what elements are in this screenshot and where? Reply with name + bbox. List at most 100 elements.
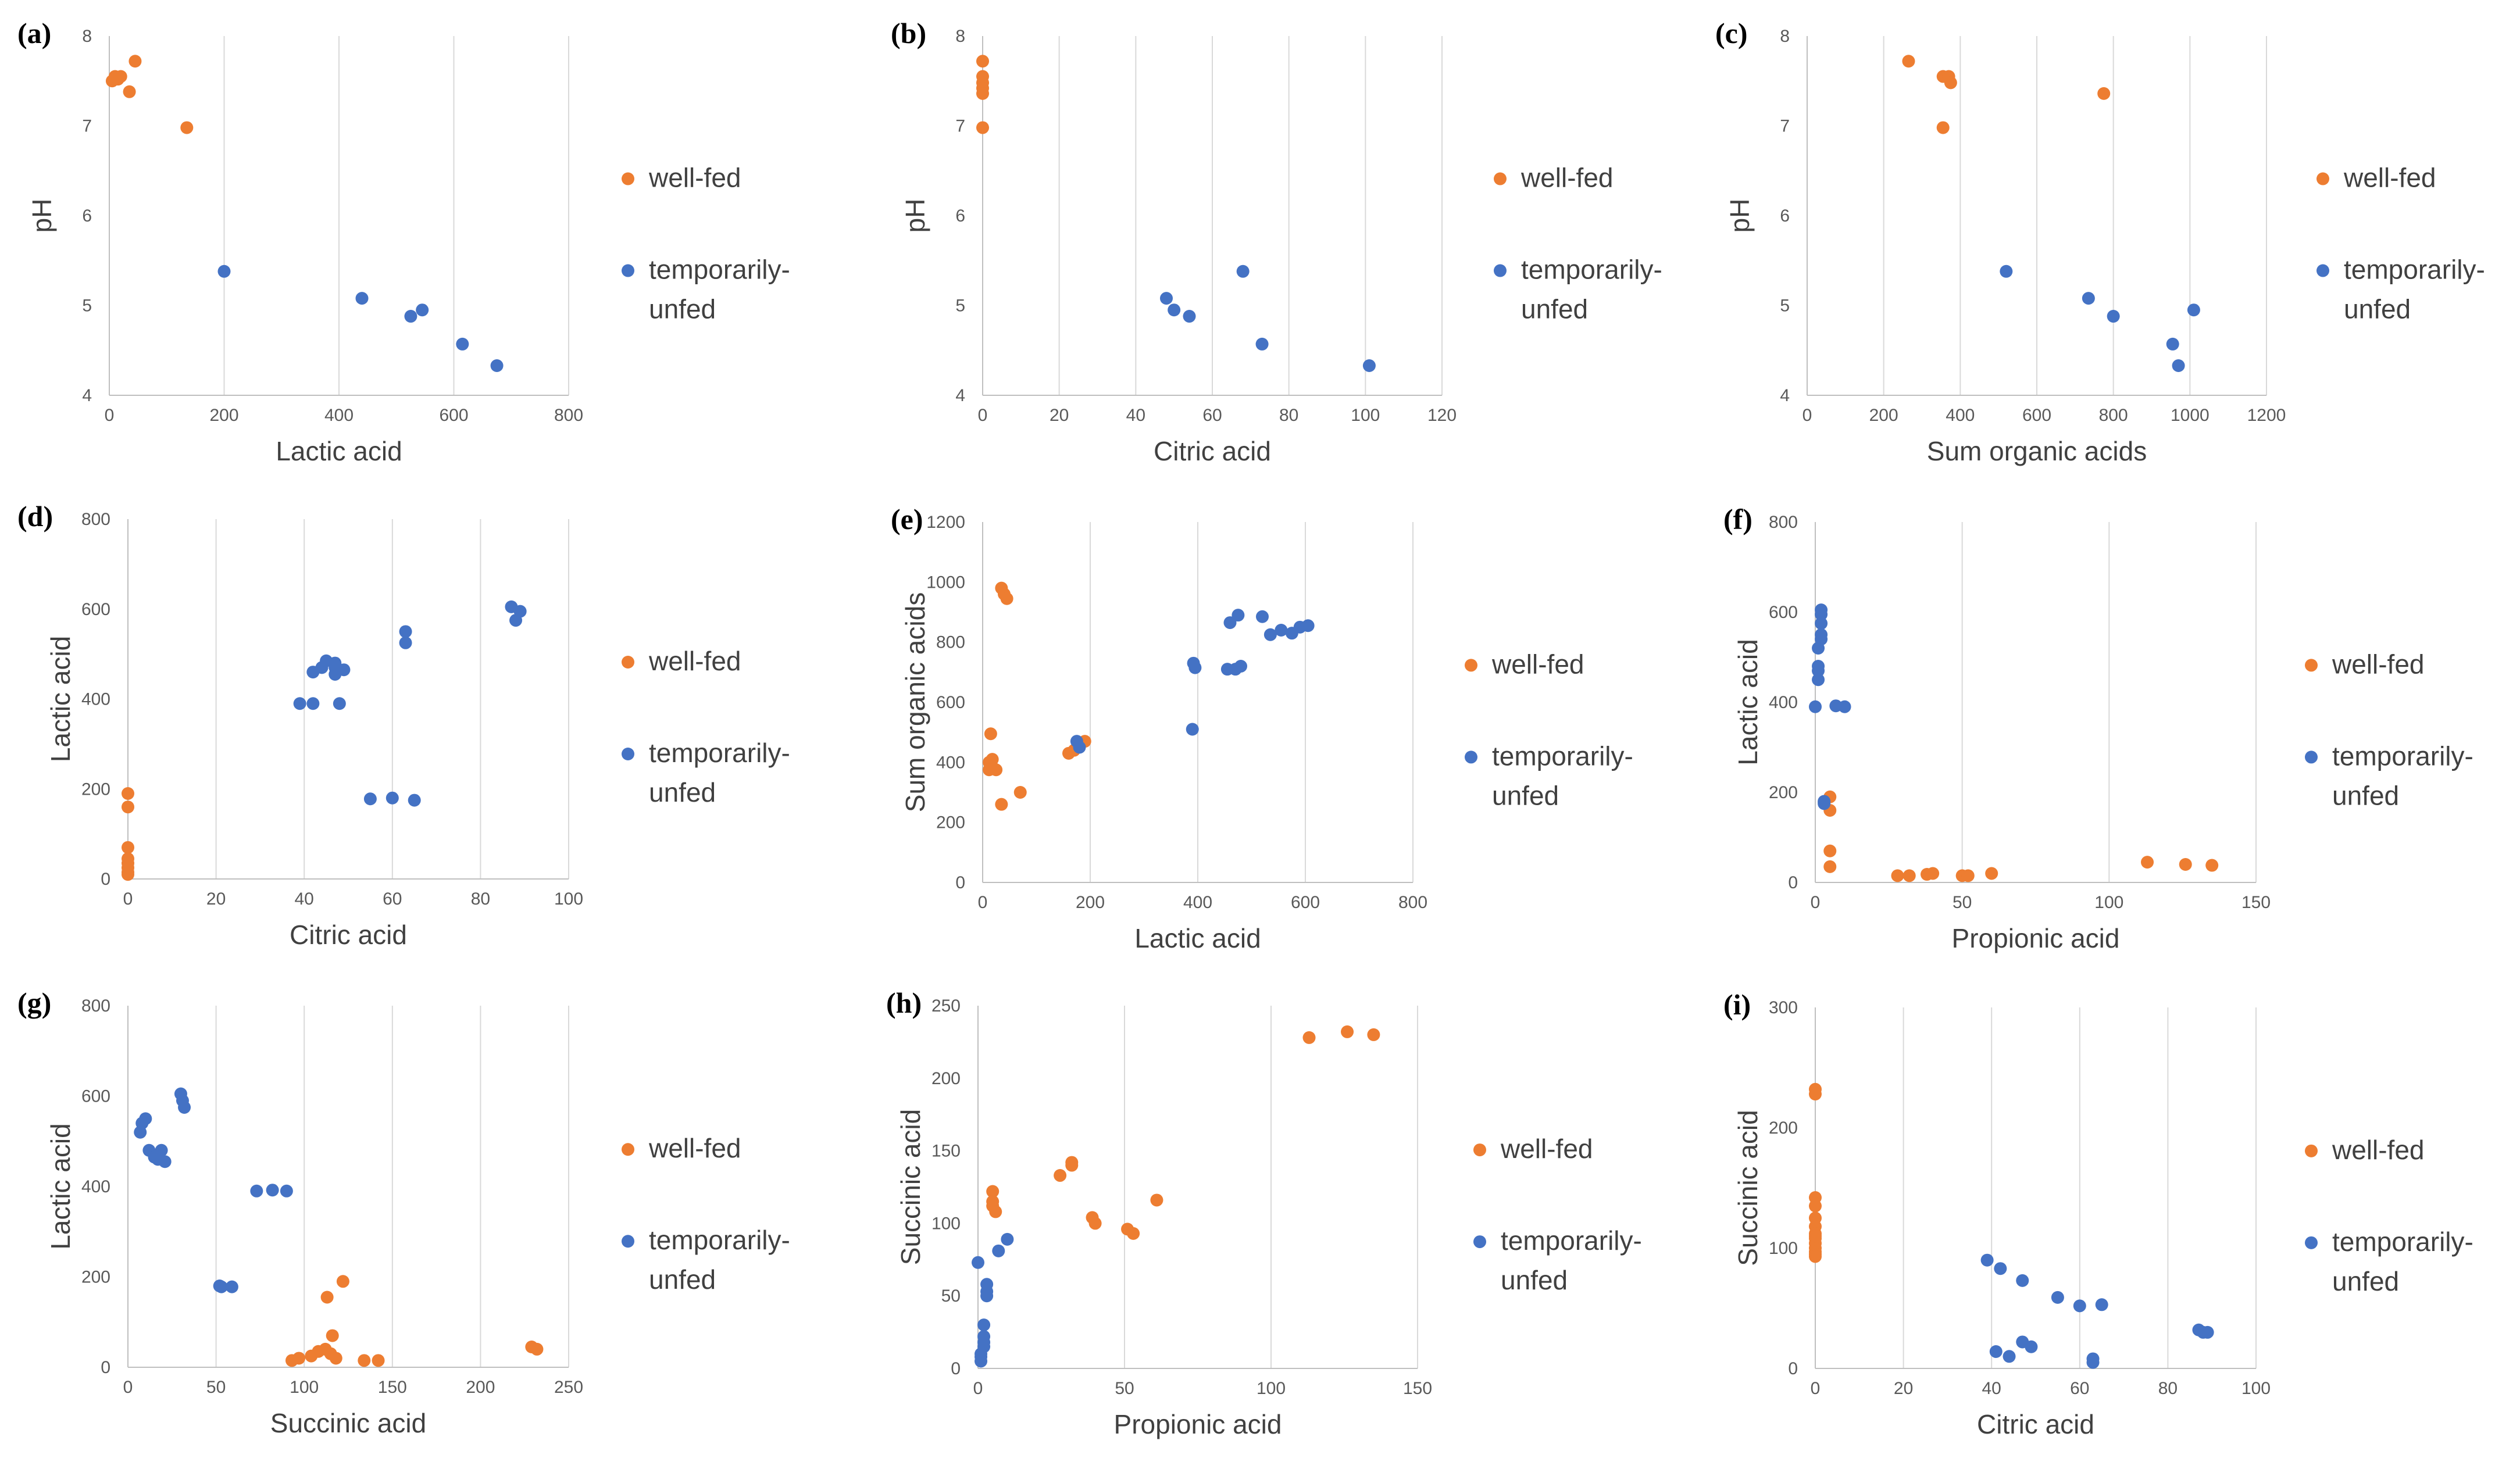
x-tick-label: 150 <box>378 1378 407 1397</box>
chart-panel-8: (h) 0 50 100 150 0 50 100 150 200 250 Propionic aci… <box>886 987 1642 1439</box>
data-point-temporarily-unfed <box>2095 1298 2108 1311</box>
data-point-temporarily-unfed <box>2000 265 2013 278</box>
legend-marker-well-fed <box>622 172 634 185</box>
x-tick-label: 20 <box>1050 406 1069 425</box>
data-point-temporarily-unfed <box>215 1280 228 1293</box>
data-point-temporarily-unfed <box>1234 660 1247 673</box>
panel-letter: (h) <box>886 987 922 1019</box>
legend-label-well-fed: well-fed <box>2332 649 2425 679</box>
y-tick-label: 300 <box>1769 998 1798 1017</box>
chart-panel-4: (d) 0 20 40 60 80 100 0 200 400 600 800 Citric acid L… <box>17 500 790 950</box>
data-point-temporarily-unfed <box>217 265 231 278</box>
x-tick-label: 600 <box>1291 893 1320 912</box>
chart-panel-3: (c) 0 200 400 600 800 1000 1200 4 5 6 7 8 Sum organic… <box>1715 17 2485 466</box>
data-point-well-fed <box>1809 1229 1822 1243</box>
data-point-temporarily-unfed <box>2025 1340 2038 1353</box>
y-tick-label: 0 <box>1788 1359 1798 1378</box>
data-point-temporarily-unfed <box>363 792 377 806</box>
data-point-well-fed <box>336 1275 349 1288</box>
legend-marker-temporarily-unfed <box>622 1235 634 1248</box>
data-point-temporarily-unfed <box>2172 359 2185 373</box>
legend-label-temporarily-unfed-line2: unfed <box>2332 1266 2399 1296</box>
data-point-temporarily-unfed <box>293 697 306 710</box>
x-tick-label: 120 <box>1427 406 1457 425</box>
y-tick-label: 600 <box>81 600 110 619</box>
data-point-temporarily-unfed <box>2003 1350 2016 1363</box>
chart-panel-5: (e) 0 200 400 600 800 0 200 400 600 800 1000 1200 Lac… <box>891 503 1633 953</box>
y-tick-label: 600 <box>81 1087 110 1106</box>
y-tick-label: 8 <box>82 27 92 46</box>
data-point-temporarily-unfed <box>992 1244 1005 1257</box>
legend-label-temporarily-unfed-line1: temporarily- <box>649 1225 790 1255</box>
y-axis-label: Sum organic acids <box>900 592 930 812</box>
legend-label-well-fed: well-fed <box>648 1133 741 1163</box>
data-point-well-fed <box>530 1342 544 1356</box>
legend-label-temporarily-unfed-line1: temporarily- <box>649 255 790 285</box>
x-tick-label: 100 <box>290 1378 319 1397</box>
x-axis-label: Propionic acid <box>1114 1409 1282 1439</box>
panel-letter: (g) <box>17 987 51 1019</box>
data-point-well-fed <box>1926 867 1940 880</box>
data-point-well-fed <box>995 798 1008 811</box>
data-point-temporarily-unfed <box>1989 1345 2003 1359</box>
y-tick-label: 7 <box>1780 117 1790 136</box>
data-point-well-fed <box>1902 55 1915 68</box>
data-point-well-fed <box>1823 860 1837 873</box>
x-tick-label: 600 <box>439 406 468 425</box>
data-point-temporarily-unfed <box>386 791 399 805</box>
legend-marker-well-fed <box>1494 172 1507 185</box>
data-point-temporarily-unfed <box>250 1184 263 1198</box>
legend-label-temporarily-unfed-line1: temporarily- <box>1521 255 1662 285</box>
legend-marker-temporarily-unfed <box>1494 264 1507 277</box>
x-tick-label: 400 <box>1946 406 1975 425</box>
x-tick-label: 0 <box>1802 406 1812 425</box>
data-point-temporarily-unfed <box>1255 337 1269 351</box>
data-point-well-fed <box>1054 1169 1067 1182</box>
x-tick-label: 1200 <box>2247 406 2286 425</box>
data-point-well-fed <box>122 800 134 814</box>
data-point-temporarily-unfed <box>1186 723 1199 736</box>
data-point-well-fed <box>1127 1227 1140 1240</box>
y-tick-label: 6 <box>1780 206 1790 226</box>
data-point-temporarily-unfed <box>2201 1325 2214 1339</box>
legend-label-temporarily-unfed-line1: temporarily- <box>1501 1225 1642 1256</box>
legend-marker-well-fed <box>1465 659 1477 672</box>
x-tick-label: 0 <box>105 406 115 425</box>
x-tick-label: 100 <box>2241 1379 2271 1398</box>
y-axis-label: pH <box>900 199 930 233</box>
y-tick-label: 250 <box>931 996 961 1016</box>
data-point-temporarily-unfed <box>155 1143 168 1157</box>
y-tick-label: 0 <box>1788 873 1798 892</box>
y-tick-label: 600 <box>936 693 965 712</box>
data-point-well-fed <box>326 1329 339 1342</box>
data-point-temporarily-unfed <box>977 1330 991 1343</box>
x-tick-label: 1000 <box>2171 406 2210 425</box>
x-tick-label: 200 <box>1076 893 1105 912</box>
y-tick-label: 800 <box>81 510 110 529</box>
panel-letter: (b) <box>891 17 926 49</box>
y-tick-label: 800 <box>81 996 110 1016</box>
y-tick-label: 100 <box>1769 1239 1798 1258</box>
data-point-temporarily-unfed <box>2086 1356 2100 1369</box>
data-point-temporarily-unfed <box>977 1318 991 1332</box>
data-point-temporarily-unfed <box>139 1112 152 1125</box>
data-point-well-fed <box>1985 867 1998 880</box>
panel-letter: (a) <box>17 17 51 49</box>
legend-label-temporarily-unfed-line1: temporarily- <box>2344 255 2485 285</box>
data-point-well-fed <box>122 868 134 881</box>
legend-label-temporarily-unfed-line1: temporarily- <box>649 738 790 768</box>
legend-label-temporarily-unfed-line1: temporarily- <box>1492 741 1633 771</box>
y-axis-label: Succinic acid <box>895 1109 926 1265</box>
data-point-temporarily-unfed <box>1168 303 1181 317</box>
data-point-well-fed <box>1341 1025 1354 1038</box>
y-tick-label: 50 <box>941 1286 961 1306</box>
x-tick-label: 40 <box>295 889 314 909</box>
data-point-well-fed <box>1065 1159 1079 1172</box>
data-point-temporarily-unfed <box>2166 337 2179 351</box>
data-point-temporarily-unfed <box>178 1100 191 1114</box>
x-tick-label: 0 <box>123 1378 133 1397</box>
data-point-temporarily-unfed <box>1256 610 1269 623</box>
data-point-temporarily-unfed <box>972 1256 984 1269</box>
legend-label-temporarily-unfed-line2: unfed <box>1501 1265 1568 1295</box>
x-tick-label: 50 <box>1953 893 1972 912</box>
